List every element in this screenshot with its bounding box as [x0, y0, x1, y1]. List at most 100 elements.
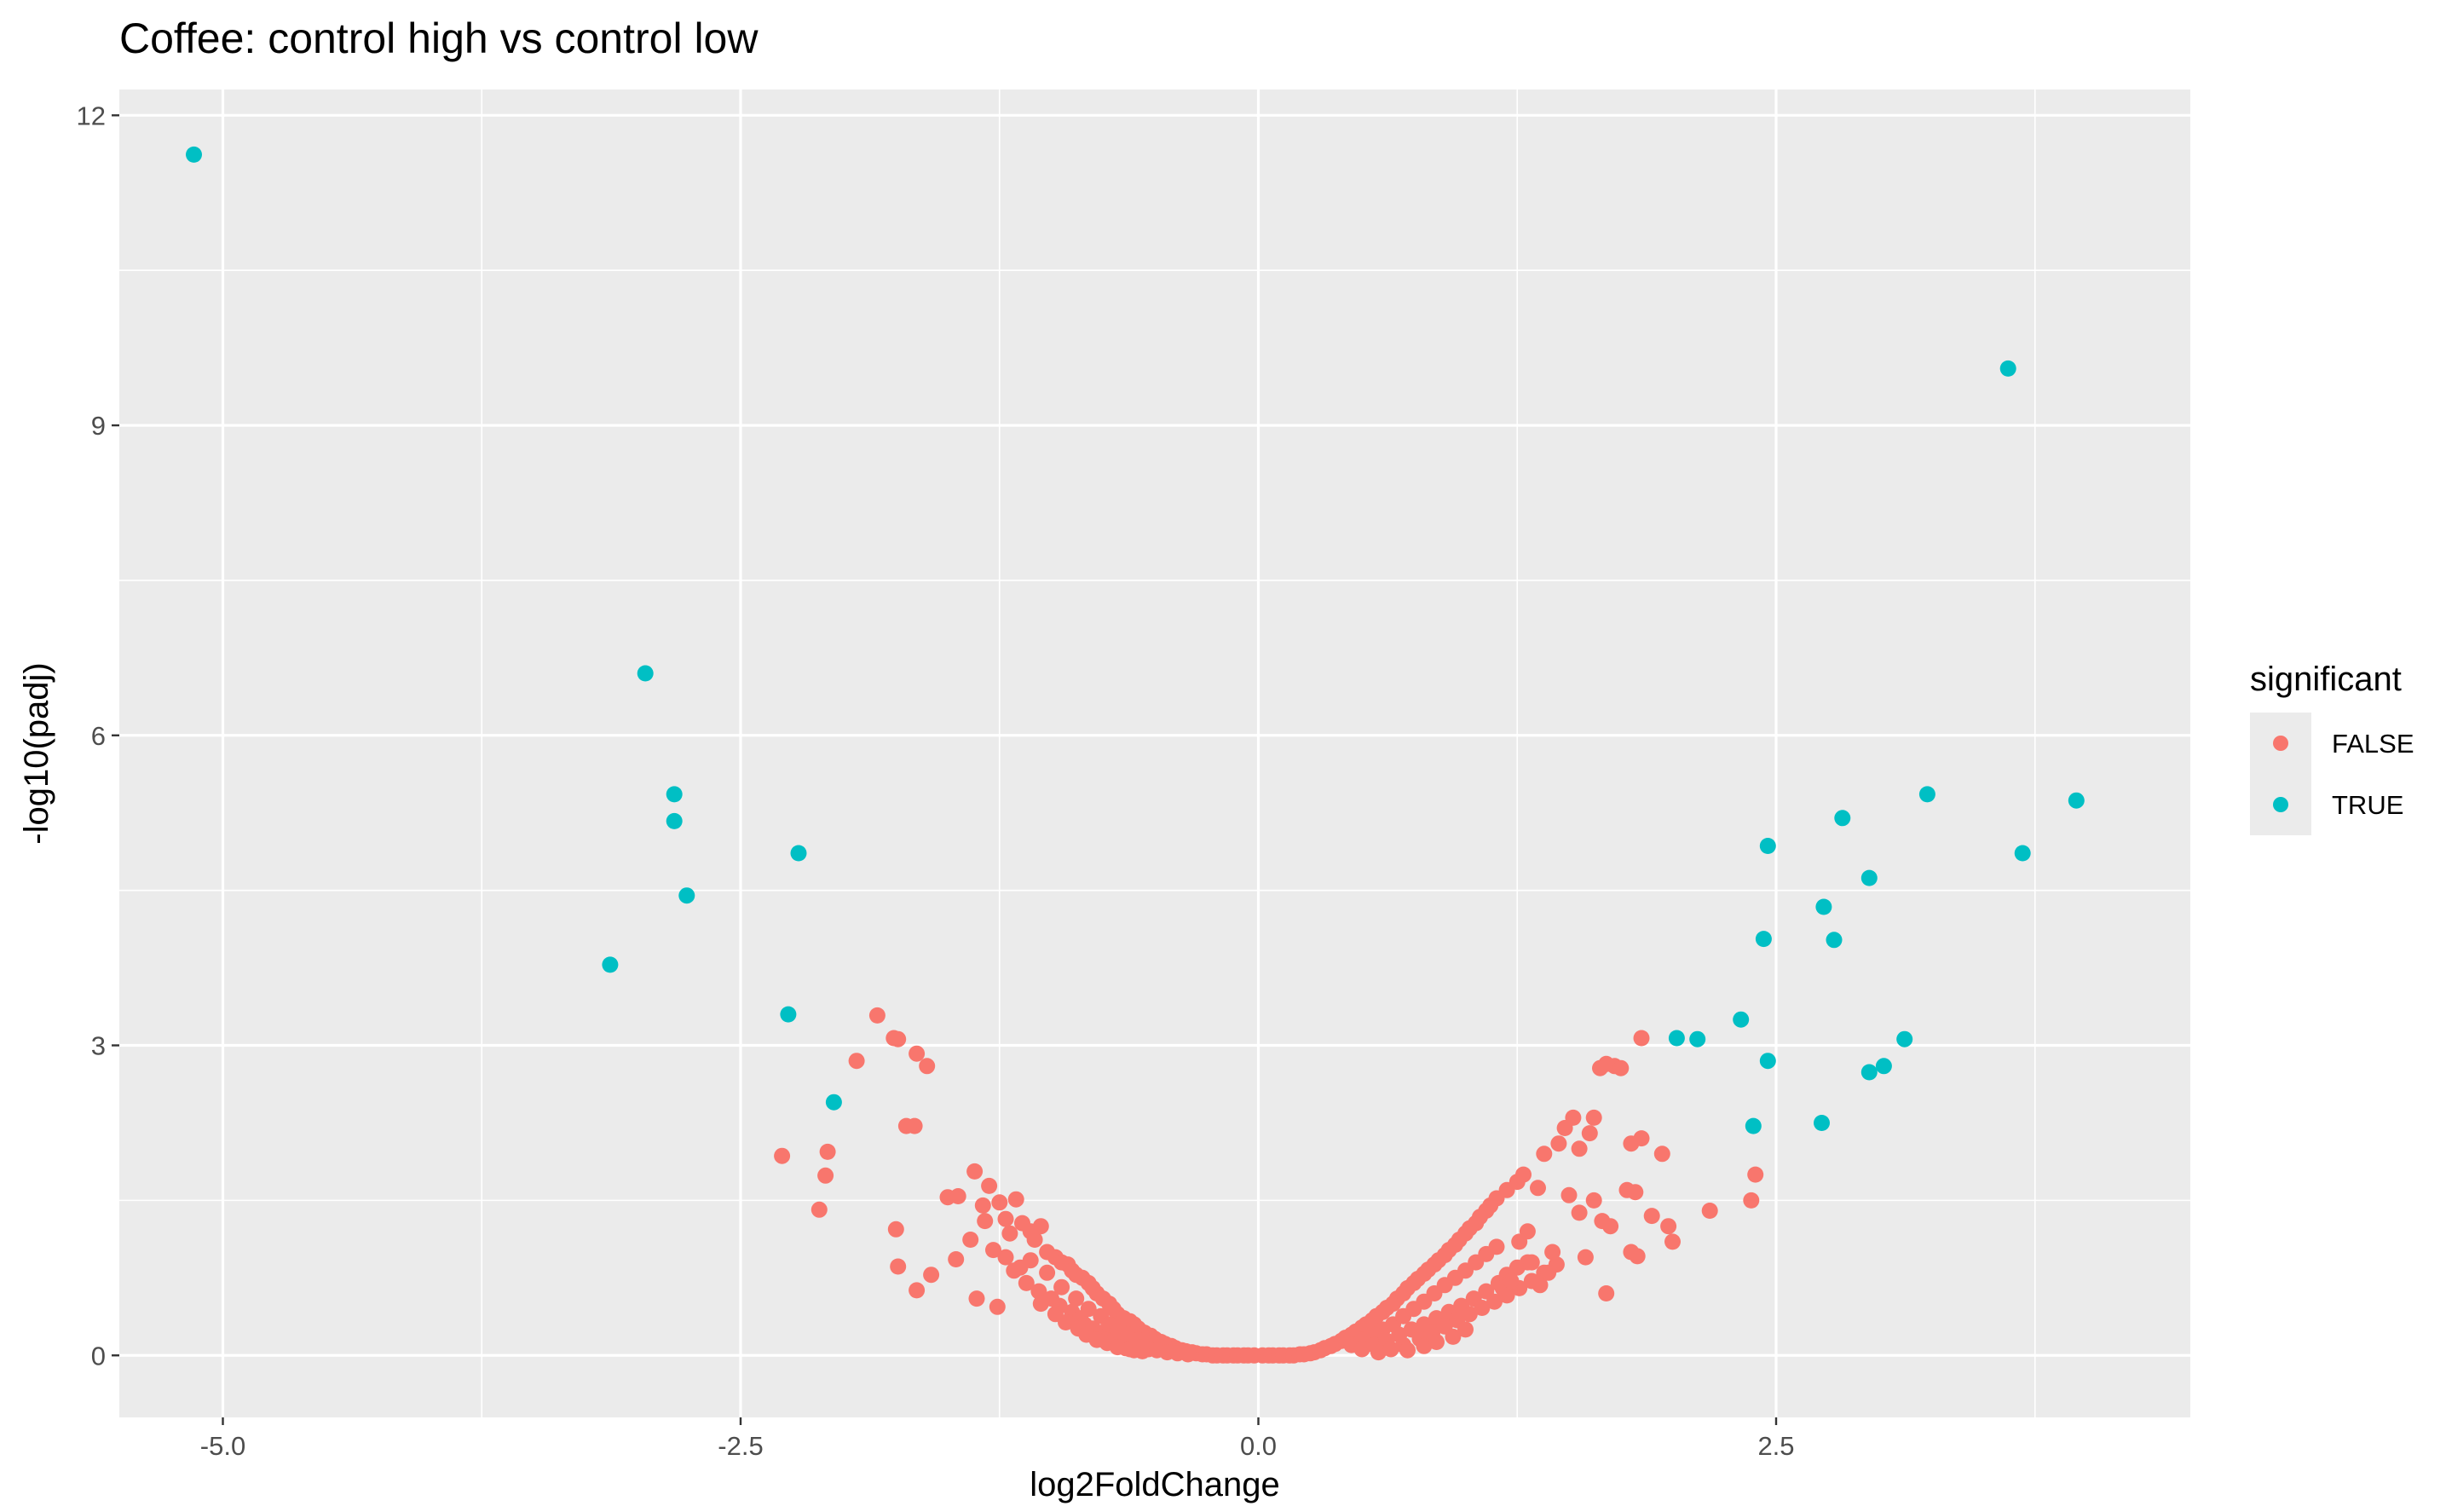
point-true: [780, 1006, 797, 1023]
chart-title: Coffee: control high vs control low: [119, 14, 759, 62]
point-false: [1664, 1233, 1681, 1250]
grid-minor: [119, 89, 2190, 1417]
point-false: [1428, 1334, 1445, 1350]
point-false: [906, 1117, 923, 1134]
point-false: [1416, 1337, 1433, 1354]
point-false: [1653, 1146, 1670, 1163]
point-false: [1633, 1030, 1650, 1047]
point-false: [1488, 1238, 1505, 1255]
legend-swatch-true: [2273, 797, 2288, 812]
point-false: [1560, 1186, 1578, 1203]
point-true: [2014, 845, 2031, 862]
point-false: [1571, 1140, 1588, 1157]
point-false: [919, 1058, 936, 1075]
point-false: [1598, 1285, 1615, 1301]
point-false: [1577, 1249, 1594, 1266]
point-false: [989, 1298, 1006, 1315]
point-false: [974, 1197, 991, 1214]
point-false: [1001, 1225, 1018, 1242]
point-false: [977, 1213, 994, 1230]
x-axis-label: log2FoldChange: [1030, 1466, 1280, 1503]
y-axis-label: -log10(padj): [18, 662, 55, 844]
point-false: [909, 1045, 926, 1062]
point-false: [848, 1053, 865, 1070]
x-tick-label: -2.5: [718, 1431, 763, 1461]
point-false: [1180, 1346, 1197, 1363]
point-false: [1353, 1341, 1370, 1358]
point-true: [825, 1094, 842, 1111]
point-false: [981, 1177, 998, 1194]
point-false: [1627, 1184, 1644, 1201]
point-false: [1585, 1192, 1602, 1209]
point-false: [949, 1188, 966, 1204]
point-false: [1007, 1191, 1024, 1208]
point-false: [1660, 1218, 1677, 1235]
x-tick-label: -5.0: [200, 1431, 245, 1461]
point-false: [985, 1242, 1001, 1259]
point-false: [1701, 1203, 1718, 1219]
point-true: [1834, 810, 1851, 827]
point-false: [1536, 1146, 1553, 1163]
point-false: [868, 1007, 886, 1024]
legend-label-true: TRUE: [2332, 790, 2403, 820]
point-true: [678, 887, 695, 904]
point-false: [811, 1201, 828, 1218]
point-false: [1370, 1344, 1387, 1361]
point-false: [1544, 1244, 1561, 1261]
point-true: [602, 956, 619, 973]
point-false: [1053, 1278, 1070, 1296]
point-false: [1474, 1300, 1491, 1316]
point-false: [1109, 1339, 1126, 1356]
point-true: [1668, 1030, 1685, 1047]
point-true: [1759, 1053, 1776, 1070]
point-false: [887, 1221, 904, 1238]
series-true-points: [186, 146, 2085, 1134]
point-false: [1445, 1328, 1462, 1345]
point-true: [1918, 786, 1935, 803]
point-false: [1457, 1321, 1474, 1338]
point-true: [1689, 1030, 1706, 1047]
point-false: [1523, 1254, 1540, 1271]
point-true: [1860, 869, 1878, 886]
point-false: [997, 1210, 1014, 1227]
point-false: [966, 1163, 984, 1180]
point-false: [817, 1167, 834, 1184]
point-false: [1633, 1130, 1650, 1147]
y-tick-label: 6: [91, 721, 106, 751]
plot-panel: [119, 89, 2190, 1417]
point-false: [1602, 1218, 1619, 1235]
point-false: [1612, 1059, 1630, 1076]
point-false: [1585, 1109, 1602, 1126]
point-true: [1875, 1058, 1892, 1075]
point-true: [1814, 1115, 1830, 1131]
point-false: [991, 1194, 1008, 1211]
point-true: [790, 845, 807, 862]
point-false: [1068, 1290, 1085, 1307]
series-false-points: [774, 1007, 1764, 1364]
point-true: [1745, 1117, 1762, 1134]
point-false: [890, 1030, 907, 1047]
x-tick-label: 2.5: [1757, 1431, 1794, 1461]
point-false: [1032, 1296, 1049, 1313]
point-false: [1039, 1264, 1056, 1281]
point-true: [637, 665, 654, 682]
point-false: [962, 1232, 979, 1248]
y-tick-label: 0: [91, 1341, 106, 1371]
point-false: [1747, 1166, 1764, 1183]
point-false: [890, 1258, 907, 1275]
point-true: [1755, 931, 1772, 948]
point-false: [968, 1290, 985, 1307]
point-false: [1032, 1218, 1049, 1235]
point-false: [997, 1249, 1014, 1266]
point-false: [1080, 1301, 1097, 1318]
legend-label-false: FALSE: [2332, 729, 2414, 759]
point-false: [1486, 1293, 1503, 1310]
point-true: [1826, 932, 1843, 949]
y-tick-label: 3: [91, 1031, 106, 1061]
point-false: [1550, 1135, 1567, 1152]
point-false: [1022, 1252, 1039, 1269]
legend-swatch-false: [2273, 736, 2288, 751]
legend: significant FALSE TRUE: [2250, 661, 2414, 835]
legend-title: significant: [2250, 661, 2402, 698]
